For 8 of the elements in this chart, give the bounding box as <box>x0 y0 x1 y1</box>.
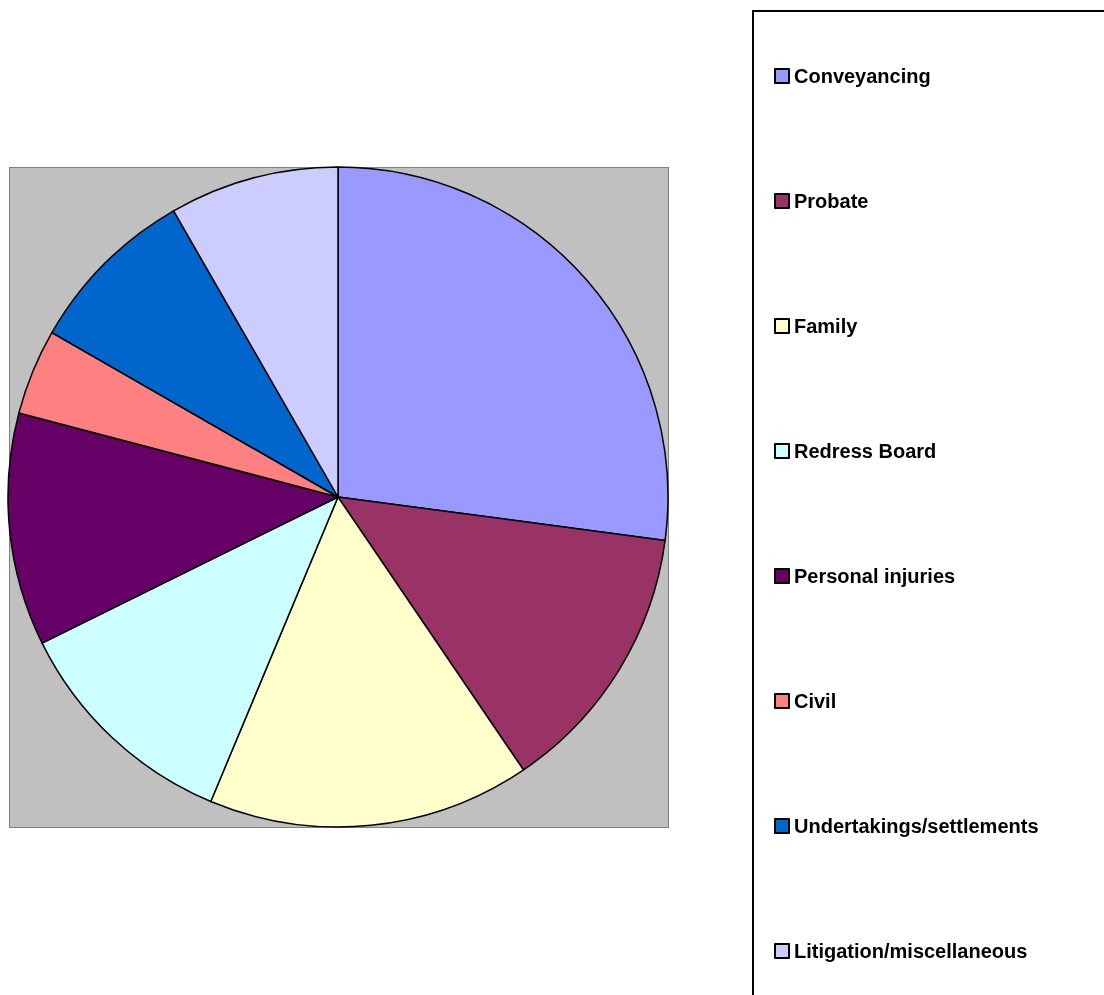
legend-label: Litigation/miscellaneous <box>794 940 1028 962</box>
legend-label: Probate <box>794 190 869 212</box>
legend-label: Redress Board <box>794 440 937 462</box>
legend-label: Civil <box>794 690 837 712</box>
legend-label: Undertakings/settlements <box>794 815 1039 837</box>
legend-label: Family <box>794 315 859 337</box>
legend-label: Conveyancing <box>794 65 931 87</box>
legend-label: Personal injuries <box>794 565 956 587</box>
